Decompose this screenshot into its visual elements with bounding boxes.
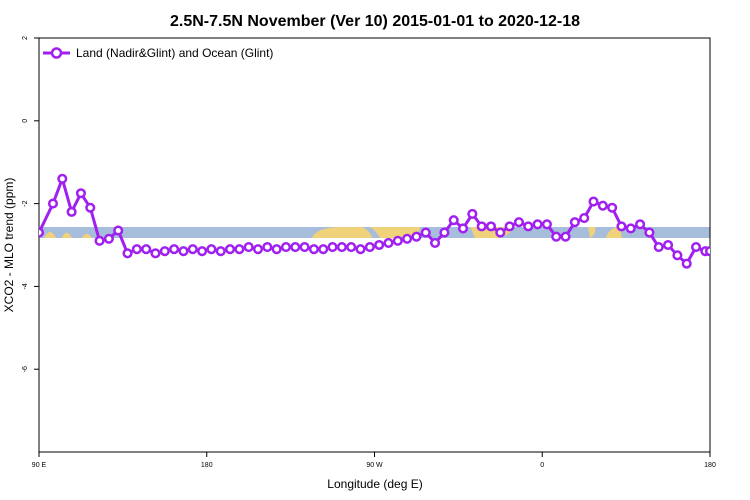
data-point	[197, 246, 208, 257]
data-point	[616, 221, 627, 232]
data-point	[588, 196, 599, 207]
data-point	[178, 246, 189, 257]
data-point	[150, 248, 161, 259]
data-point	[448, 215, 459, 226]
data-point	[169, 244, 180, 255]
data-point	[392, 235, 403, 246]
data-point	[308, 244, 319, 255]
data-point	[318, 244, 329, 255]
legend: Land (Nadir&Glint) and Ocean (Glint)	[43, 46, 273, 60]
data-point	[94, 235, 105, 246]
data-point	[485, 221, 497, 232]
x-tick-label: 180	[704, 462, 716, 469]
land-ocean-band	[39, 227, 710, 238]
x-axis-label: Longitude (deg E)	[327, 477, 422, 491]
data-point	[579, 213, 590, 224]
data-point	[420, 227, 431, 238]
data-point	[704, 246, 710, 257]
data-point	[374, 239, 385, 251]
data-point	[141, 244, 152, 255]
data-point	[234, 244, 245, 255]
data-point	[187, 244, 198, 255]
x-tick-label: 90 W	[366, 462, 383, 469]
y-axis-label: XCO2 - MLO trend (ppm)	[2, 178, 16, 313]
data-point	[383, 237, 394, 248]
data-point	[430, 237, 441, 248]
x-tick-label: 90 E	[32, 462, 47, 469]
data-point	[551, 231, 562, 242]
y-axis: 2 0 -2 -4 -6	[22, 36, 39, 372]
data-point	[224, 244, 236, 255]
data-point	[663, 239, 674, 251]
data-point	[215, 246, 226, 257]
data-point	[290, 242, 301, 253]
data-point	[569, 217, 580, 228]
y-tick-label: -6	[22, 366, 29, 372]
legend-label: Land (Nadir&Glint) and Ocean (Glint)	[76, 46, 273, 60]
data-point	[504, 221, 515, 232]
data-point	[532, 219, 543, 230]
data-point	[681, 258, 692, 269]
y-tick-label: -2	[22, 200, 29, 206]
data-point	[280, 242, 292, 253]
data-point	[327, 242, 338, 253]
data-point	[85, 202, 96, 213]
y-tick-label: 0	[22, 119, 29, 123]
data-point	[39, 227, 45, 238]
x-tick-label: 0	[540, 462, 544, 469]
data-point	[131, 244, 142, 255]
data-point	[122, 248, 133, 259]
data-point	[411, 231, 422, 242]
data-point	[299, 242, 310, 253]
data-point	[523, 221, 534, 232]
data-point	[355, 244, 366, 255]
data-point	[467, 208, 478, 219]
data-point	[113, 225, 124, 236]
data-point	[560, 231, 571, 242]
data-point	[346, 242, 357, 253]
chart-title: 2.5N-7.5N November (Ver 10) 2015-01-01 t…	[170, 13, 580, 30]
data-point	[159, 246, 170, 257]
data-point	[47, 198, 59, 209]
data-point	[439, 227, 450, 238]
data-point	[402, 233, 413, 244]
data-point	[271, 244, 282, 255]
data-point	[644, 227, 655, 238]
data-point	[607, 202, 618, 213]
data-point	[653, 242, 664, 253]
y-tick-label: -4	[22, 283, 29, 289]
data-point	[597, 200, 608, 211]
data-point	[336, 242, 347, 253]
series-layer	[39, 173, 710, 269]
data-point	[690, 242, 702, 253]
data-point	[243, 242, 254, 253]
data-point	[75, 188, 86, 199]
data-point	[476, 221, 487, 232]
data-point	[625, 223, 636, 234]
data-point	[262, 242, 273, 253]
data-point	[457, 223, 469, 234]
legend-point-marker	[50, 47, 63, 59]
y-tick-label: 2	[22, 36, 29, 40]
data-point	[635, 219, 646, 230]
data-point	[541, 219, 552, 230]
data-point	[103, 233, 114, 244]
data-point	[495, 227, 506, 238]
data-point	[57, 173, 68, 184]
data-point	[66, 206, 77, 217]
x-tick-label: 180	[201, 462, 213, 469]
data-point	[513, 217, 525, 228]
x-axis: 90 E 180 90 W 0 180	[32, 452, 716, 469]
data-point	[206, 244, 217, 255]
data-point	[252, 244, 264, 255]
data-point	[672, 250, 683, 261]
data-point	[364, 242, 375, 253]
